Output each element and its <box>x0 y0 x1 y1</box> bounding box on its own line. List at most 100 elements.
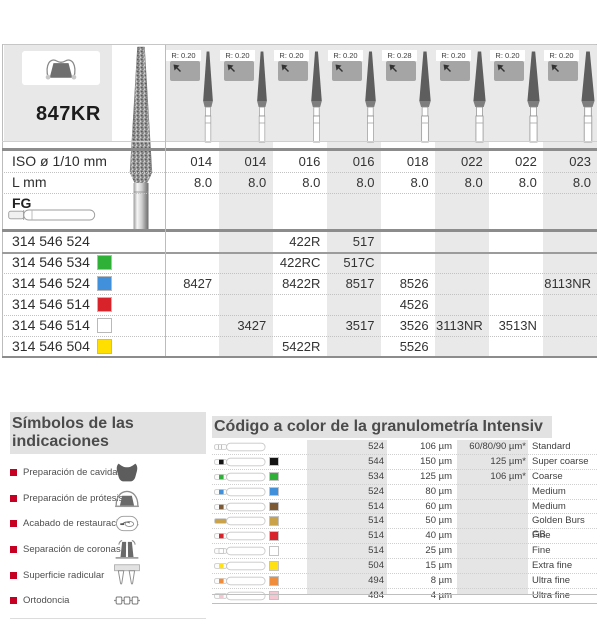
figure-number <box>436 294 490 315</box>
order-code: 314 546 514 <box>12 317 90 333</box>
figure-number <box>490 336 544 357</box>
indication-label: Ortodoncia <box>23 595 70 607</box>
figure-number <box>165 315 219 336</box>
diamond-bur-image <box>129 46 153 229</box>
figure-number <box>219 252 273 273</box>
length-value: 8.0 <box>302 175 321 190</box>
figure-number: 4526 <box>399 297 429 312</box>
figure-number <box>219 231 273 252</box>
grit-name: Medium <box>532 485 566 497</box>
figure-number <box>436 273 490 294</box>
order-code: 314 546 504 <box>12 338 90 354</box>
order-code: 314 546 524 <box>12 233 90 249</box>
length-value: 8.0 <box>356 175 375 190</box>
figure-number <box>436 252 490 273</box>
code-suffix: 524 <box>368 441 384 452</box>
grit-size: 4 µm <box>430 589 452 601</box>
figure-number: 422R <box>289 234 321 249</box>
tip-radius-label: R: 0.28 <box>382 50 417 61</box>
figure-number <box>165 336 219 357</box>
figure-number <box>490 294 544 315</box>
order-code: 314 546 534 <box>12 254 90 270</box>
indication-label: Preparación de prótesis <box>23 492 124 504</box>
band-color <box>219 593 224 599</box>
grit-size: 8 µm <box>430 575 452 587</box>
bur-icon <box>257 51 267 143</box>
iso-value: 014 <box>190 154 213 169</box>
iso-value: 022 <box>461 154 483 169</box>
figure-number: 517 <box>352 234 375 249</box>
grit-color-swatch <box>269 531 279 541</box>
table-left-border <box>2 44 3 358</box>
grit-color-swatch <box>97 276 112 291</box>
arrow-up-left-icon <box>227 64 235 72</box>
size-column-header: R: 0.20 <box>165 45 219 143</box>
figure-number <box>490 231 544 252</box>
bur-icon <box>581 51 595 143</box>
grit-color-swatch <box>269 576 279 586</box>
grit-name: Coarse <box>532 470 563 482</box>
figure-number <box>544 315 598 336</box>
bur-icon <box>214 502 266 511</box>
list-item: Superficie radicular <box>10 562 206 588</box>
band-color <box>219 578 224 584</box>
figure-number <box>165 231 219 252</box>
figure-number: 8517 <box>345 276 375 291</box>
order-cells: 8427 8422R 8517 8526 8113NR <box>165 273 598 294</box>
grit-size: 15 µm <box>425 560 452 572</box>
figure-number: 8113NR <box>544 276 591 291</box>
grit-row: 534 125 µm 106 µm* Coarse <box>212 470 597 485</box>
figure-number: 8422R <box>282 276 321 291</box>
separator <box>2 193 597 194</box>
arrow-up-left-icon <box>497 64 505 72</box>
figure-number <box>544 336 598 357</box>
grit-size: 125 µm <box>420 470 452 482</box>
bur-icon <box>214 561 266 571</box>
grit-row: 544 150 µm 125 µm* Super coarse <box>212 455 597 470</box>
separator <box>2 141 597 142</box>
figure-number <box>219 294 273 315</box>
length-value: 8.0 <box>248 175 267 190</box>
figure-number <box>219 336 273 357</box>
figure-number <box>544 252 598 273</box>
grit-name: Extra fine <box>532 560 573 572</box>
red-bullet <box>10 546 17 554</box>
bur-icon <box>214 547 266 556</box>
band-color <box>219 474 224 480</box>
figure-number: 517C <box>343 255 375 270</box>
band-color <box>219 459 224 465</box>
size-column-header: R: 0.20 <box>327 45 381 143</box>
column-shading <box>219 141 273 356</box>
prosthesis-preparation-icon <box>115 490 139 507</box>
bur-icon <box>527 51 540 143</box>
red-bullet <box>10 469 17 477</box>
grit-color-code-section: Código a color de la granulometría Inten… <box>212 416 597 604</box>
grit-color-swatch <box>269 456 279 467</box>
grit-name: Ultra fine <box>532 575 571 587</box>
arrow-up-left-icon <box>335 64 343 72</box>
list-item: Acabado de restauraciones <box>10 511 206 537</box>
arrow-up-left-icon <box>173 64 181 72</box>
arrow-up-left-icon <box>551 64 559 72</box>
order-row: 314 546 514 4526 <box>2 294 597 315</box>
bur-icon <box>214 442 266 452</box>
grit-color-swatch <box>97 255 112 270</box>
code-suffix: 514 <box>368 500 384 512</box>
figure-number: 5526 <box>399 339 429 354</box>
tip-radius-icon <box>494 61 524 81</box>
separator <box>2 315 597 316</box>
figure-number <box>490 252 544 273</box>
tip-radius-icon <box>548 61 578 81</box>
size-column-header: R: 0.20 <box>543 45 597 143</box>
figure-number: 8526 <box>399 276 429 291</box>
grit-size: 40 µm <box>425 530 452 542</box>
figure-number <box>273 294 327 315</box>
band-color <box>214 518 228 525</box>
indication-label: Superficie radicular <box>23 569 105 581</box>
table-bottom-border <box>2 356 597 358</box>
list-item: Ortodoncia <box>10 588 206 614</box>
figure-number: 8427 <box>183 276 213 291</box>
figure-number <box>165 294 219 315</box>
grit-name: Medium <box>532 500 566 512</box>
grit-size: 106 µm <box>420 441 452 452</box>
